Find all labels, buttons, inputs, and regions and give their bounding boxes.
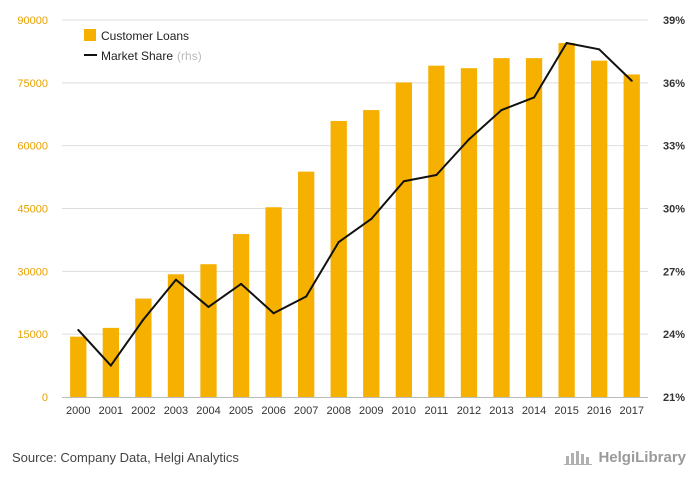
- x-tick-label: 2004: [196, 405, 220, 417]
- left-tick-label: 90000: [17, 15, 48, 27]
- market-share-point-2000: [77, 328, 80, 331]
- x-tick-label: 2013: [489, 405, 513, 417]
- right-tick-label: 33%: [663, 141, 685, 153]
- x-tick-label: 2005: [229, 405, 253, 417]
- bar-2008: [330, 120, 347, 398]
- bar-2015: [558, 43, 575, 398]
- right-axis-ticks: 21% 24% 27% 30% 33% 36% 39%: [663, 15, 685, 404]
- market-share-line: [77, 42, 633, 367]
- market-share-point-2006: [272, 312, 275, 315]
- legend: Customer Loans Market Share (rhs): [84, 29, 202, 63]
- bar-2004: [200, 264, 217, 397]
- market-share-point-2001: [109, 364, 112, 367]
- left-tick-label: 45000: [17, 204, 48, 216]
- right-tick-label: 27%: [663, 266, 685, 278]
- x-tick-label: 2002: [131, 405, 155, 417]
- market-share-point-2005: [240, 282, 243, 285]
- bar-2007: [298, 171, 315, 397]
- right-tick-label: 39%: [663, 15, 685, 27]
- brand-icon: [564, 451, 593, 465]
- x-tick-label: 2017: [619, 405, 643, 417]
- source-note: Source: Company Data, Helgi Analytics: [12, 450, 239, 465]
- left-tick-label: 0: [42, 392, 48, 404]
- bar-2011: [428, 65, 445, 398]
- market-share-point-2013: [500, 109, 503, 112]
- market-share-point-2004: [207, 305, 210, 308]
- bar-2010: [395, 82, 412, 398]
- customer-loans-bars: [70, 43, 640, 398]
- bar-2003: [167, 274, 185, 397]
- market-share-point-2003: [174, 278, 177, 281]
- brand-name: HelgiLibrary: [598, 448, 686, 466]
- market-share-point-2007: [305, 295, 308, 298]
- market-share-point-2008: [337, 241, 340, 244]
- bar-2006: [265, 207, 282, 397]
- bar-2005: [232, 234, 250, 397]
- bar-2013: [493, 58, 510, 397]
- legend-label-rhs: (rhs): [177, 49, 202, 63]
- x-tick-label: 2003: [164, 405, 188, 417]
- bar-2001: [102, 327, 119, 397]
- market-share-point-2015: [565, 42, 568, 45]
- market-share-point-2002: [142, 318, 145, 321]
- left-tick-label: 60000: [17, 141, 48, 153]
- market-share-point-2017: [630, 79, 633, 82]
- right-tick-label: 24%: [663, 329, 685, 341]
- bar-2009: [363, 110, 380, 398]
- left-tick-label: 30000: [17, 266, 48, 278]
- bar-2017: [623, 74, 640, 397]
- x-tick-label: 2014: [522, 405, 546, 417]
- left-tick-label: 15000: [17, 329, 48, 341]
- x-tick-label: 2016: [587, 405, 611, 417]
- x-tick-label: 2010: [392, 405, 416, 417]
- legend-label-market-share: Market Share (rhs): [101, 49, 202, 63]
- x-tick-label: 2007: [294, 405, 318, 417]
- bar-2016: [591, 60, 608, 397]
- right-tick-label: 21%: [663, 392, 685, 404]
- x-tick-label: 2001: [99, 405, 123, 417]
- bar-2002: [135, 298, 152, 397]
- bar-2012: [460, 68, 478, 397]
- left-tick-label: 75000: [17, 78, 48, 90]
- x-tick-label: 2015: [554, 405, 578, 417]
- brand-logo: HelgiLibrary: [564, 448, 686, 466]
- legend-label-customer-loans: Customer Loans: [101, 29, 189, 43]
- x-tick-label: 2009: [359, 405, 383, 417]
- x-tick-label: 2008: [326, 405, 350, 417]
- legend-bar-swatch: [84, 29, 96, 41]
- market-share-point-2016: [598, 48, 601, 51]
- market-share-point-2012: [467, 138, 470, 141]
- x-tick-label: 2012: [457, 405, 481, 417]
- market-share-point-2011: [435, 173, 438, 176]
- right-tick-label: 36%: [663, 78, 685, 90]
- bar-2000: [70, 336, 87, 397]
- legend-label-market-share-name: Market Share: [101, 49, 173, 63]
- market-share-point-2014: [533, 96, 536, 99]
- x-tick-label: 2006: [261, 405, 285, 417]
- left-axis-ticks: 0 15000 30000 45000 60000 75000 90000: [17, 15, 48, 404]
- gridlines: [62, 19, 648, 335]
- market-share-point-2009: [370, 217, 373, 220]
- market-share-point-2010: [402, 180, 405, 183]
- right-tick-label: 30%: [663, 204, 685, 216]
- x-axis-ticks: 2000 2001 2002 2003 2004 2005 2006 2007 2008 2009…: [66, 405, 644, 417]
- x-tick-label: 2011: [425, 405, 449, 417]
- bar-2014: [525, 58, 543, 397]
- x-tick-label: 2000: [66, 405, 90, 417]
- market-share-line-layer: [77, 42, 633, 367]
- chart: 0 15000 30000 45000 60000 75000 90000 21% 24% 27…: [17, 15, 685, 417]
